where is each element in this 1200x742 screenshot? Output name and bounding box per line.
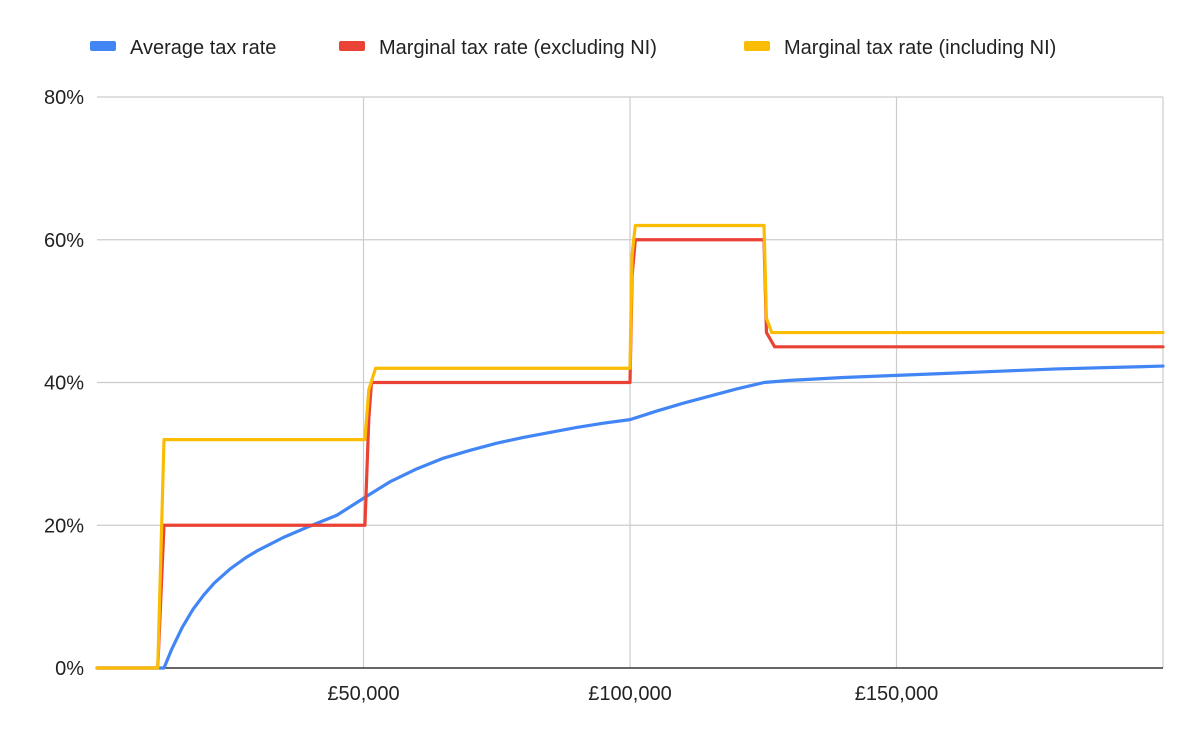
y-tick-label: 60%	[44, 230, 84, 252]
y-tick-label: 0%	[55, 658, 84, 680]
legend: Average tax rate Marginal tax rate (exclu…	[90, 37, 1056, 59]
legend-label: Average tax rate	[130, 37, 276, 59]
legend-swatch	[339, 41, 365, 51]
y-tick-label: 40%	[44, 373, 84, 395]
series-lines	[95, 223, 1165, 670]
x-tick-labels: £50,000 £100,000 £150,000	[327, 683, 938, 705]
legend-label: Marginal tax rate (excluding NI)	[379, 37, 657, 59]
legend-swatch	[90, 41, 116, 51]
y-tick-labels: 0% 20% 40% 60% 80%	[44, 87, 84, 680]
legend-label: Marginal tax rate (including NI)	[784, 37, 1056, 59]
legend-item: Average tax rate	[90, 37, 276, 59]
legend-item: Marginal tax rate (excluding NI)	[339, 37, 657, 59]
x-tick-label: £100,000	[588, 683, 671, 705]
x-tick-label: £150,000	[855, 683, 938, 705]
y-tick-label: 20%	[44, 515, 84, 537]
y-tick-label: 80%	[44, 87, 84, 109]
legend-item: Marginal tax rate (including NI)	[744, 37, 1056, 59]
series-line-1	[95, 364, 1165, 670]
legend-swatch	[744, 41, 770, 51]
series-line-3	[95, 223, 1165, 670]
x-tick-label: £50,000	[327, 683, 399, 705]
